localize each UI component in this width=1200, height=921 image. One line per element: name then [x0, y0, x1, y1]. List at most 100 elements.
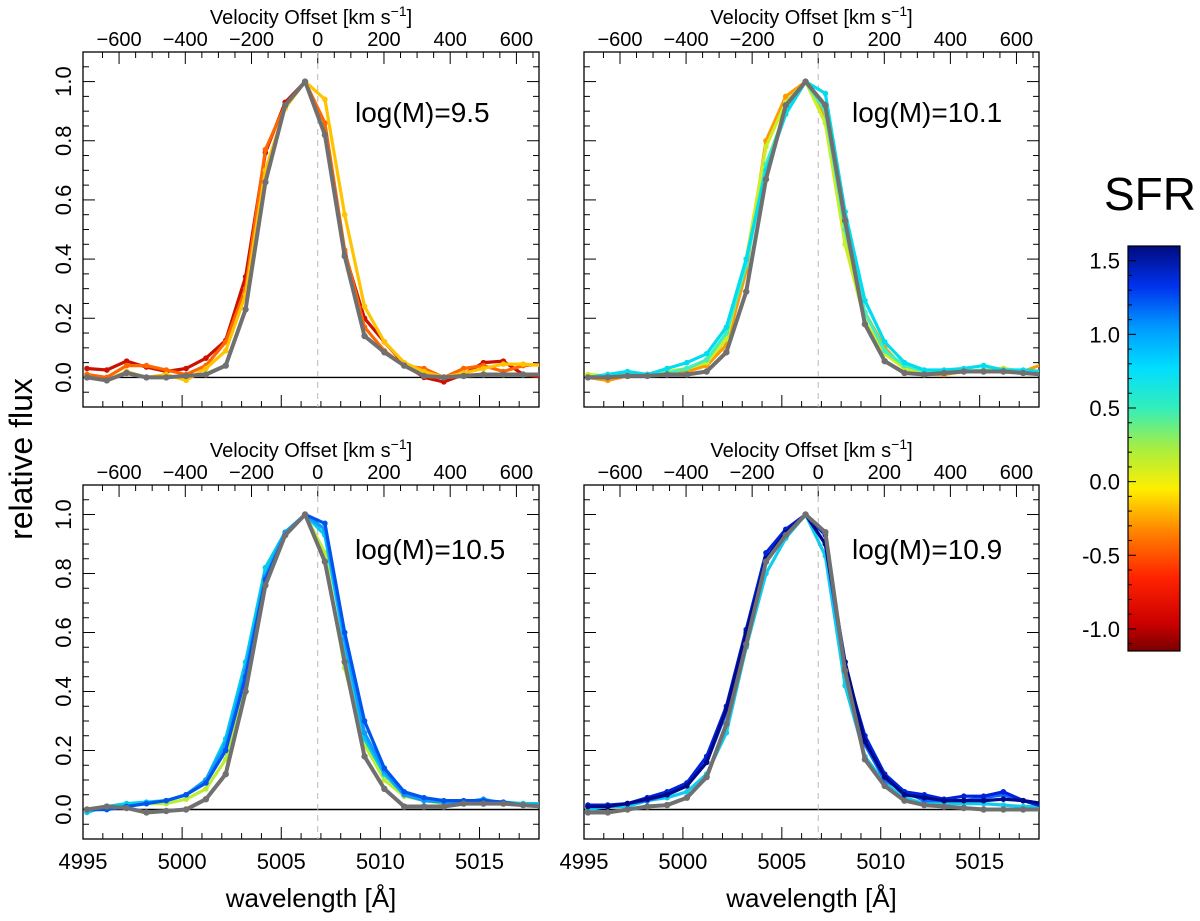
velocity-tick-label: −600 — [97, 462, 142, 484]
data-point — [203, 780, 209, 786]
data-point — [664, 791, 670, 798]
velocity-axis-title: Velocity Offset [km s−1] — [210, 3, 412, 29]
data-point — [222, 770, 229, 778]
data-point — [381, 339, 388, 345]
panel-label: log(M)=10.9 — [852, 534, 1002, 565]
data-point — [123, 358, 130, 364]
series-line-average — [86, 79, 539, 383]
data-point — [421, 794, 427, 801]
data-point — [921, 371, 928, 378]
data-point — [420, 803, 428, 810]
data-point — [222, 362, 229, 369]
data-point — [381, 349, 388, 356]
data-point — [103, 377, 110, 384]
series-line-average — [588, 512, 1039, 815]
data-point — [441, 379, 447, 385]
data-point — [980, 806, 987, 813]
data-point — [921, 794, 928, 801]
velocity-tick-label: 200 — [367, 462, 400, 484]
panel-2: −600 −400 −200 0 200 400 600 Velocity Offset [k… — [583, 3, 1046, 408]
series-line-sfr-0-2 — [86, 79, 539, 382]
data-point — [1040, 801, 1046, 807]
data-point — [222, 747, 229, 754]
data-point — [980, 793, 987, 800]
data-point — [684, 365, 690, 372]
data-point — [242, 306, 249, 313]
data-point — [361, 730, 368, 736]
colorbar-tick-label: 0.0 — [1089, 470, 1120, 495]
data-point — [103, 803, 110, 810]
data-point — [822, 90, 829, 97]
data-point — [644, 372, 651, 380]
panels: −600 −400 −200 0 200 400 600 Velocity Offset [k… — [51, 3, 1046, 913]
x-tick-label: 4995 — [59, 849, 108, 874]
data-point — [683, 794, 691, 801]
data-point — [183, 377, 189, 384]
data-point — [861, 320, 869, 328]
data-point — [361, 303, 368, 310]
data-point — [1040, 369, 1046, 375]
panel-label: log(M)=10.5 — [355, 534, 505, 565]
series-line-sfr-0-6 — [587, 512, 1039, 812]
data-point — [1000, 789, 1007, 795]
data-point — [202, 371, 210, 378]
data-point — [585, 803, 591, 810]
data-point — [203, 365, 209, 372]
data-point — [684, 789, 690, 795]
data-point — [762, 558, 770, 565]
data-point — [862, 297, 868, 304]
data-point — [881, 339, 888, 345]
x-tick-label: 5005 — [757, 849, 806, 874]
data-point — [262, 564, 269, 571]
data-point — [163, 374, 170, 381]
data-point — [460, 372, 467, 380]
data-point — [262, 178, 269, 186]
data-point — [540, 804, 546, 810]
data-point — [341, 629, 348, 636]
series-group — [584, 511, 1046, 816]
data-point — [262, 582, 269, 589]
x-tick-label: 5000 — [158, 849, 207, 874]
velocity-tick-label: 0 — [312, 29, 323, 51]
velocity-tick-label: −200 — [229, 462, 274, 484]
series-line-average — [588, 79, 1039, 380]
data-point — [519, 801, 527, 809]
data-point — [421, 368, 427, 375]
data-point — [321, 558, 329, 565]
data-point — [842, 241, 848, 248]
data-point — [322, 120, 328, 126]
data-point — [584, 809, 592, 816]
data-point — [163, 367, 170, 373]
data-point — [644, 796, 651, 802]
velocity-axis-title: Velocity Offset [km s−1] — [210, 436, 412, 462]
data-point — [1040, 369, 1046, 375]
data-point — [604, 809, 611, 816]
data-point — [480, 800, 487, 807]
data-point — [782, 102, 789, 109]
data-point — [743, 256, 750, 262]
data-point — [604, 803, 611, 810]
data-point — [321, 131, 329, 139]
data-point — [1019, 369, 1027, 377]
data-point — [703, 350, 710, 357]
velocity-axis-title: Velocity Offset [km s−1] — [710, 436, 912, 462]
data-point — [1040, 369, 1046, 375]
data-point — [624, 806, 631, 813]
series-group — [584, 78, 1046, 384]
data-point — [361, 753, 368, 760]
data-point — [941, 797, 947, 804]
data-point — [921, 367, 928, 373]
y-tick-label: 0.8 — [51, 125, 76, 156]
data-point — [1040, 804, 1046, 810]
x-tick-label: 5015 — [455, 849, 504, 874]
data-point — [1020, 797, 1026, 804]
data-point — [381, 785, 388, 793]
data-point — [500, 371, 507, 378]
data-point — [322, 96, 328, 103]
data-point — [961, 793, 967, 800]
data-point — [143, 809, 150, 816]
data-point — [901, 791, 908, 798]
data-point — [624, 372, 631, 380]
data-point — [881, 782, 888, 790]
